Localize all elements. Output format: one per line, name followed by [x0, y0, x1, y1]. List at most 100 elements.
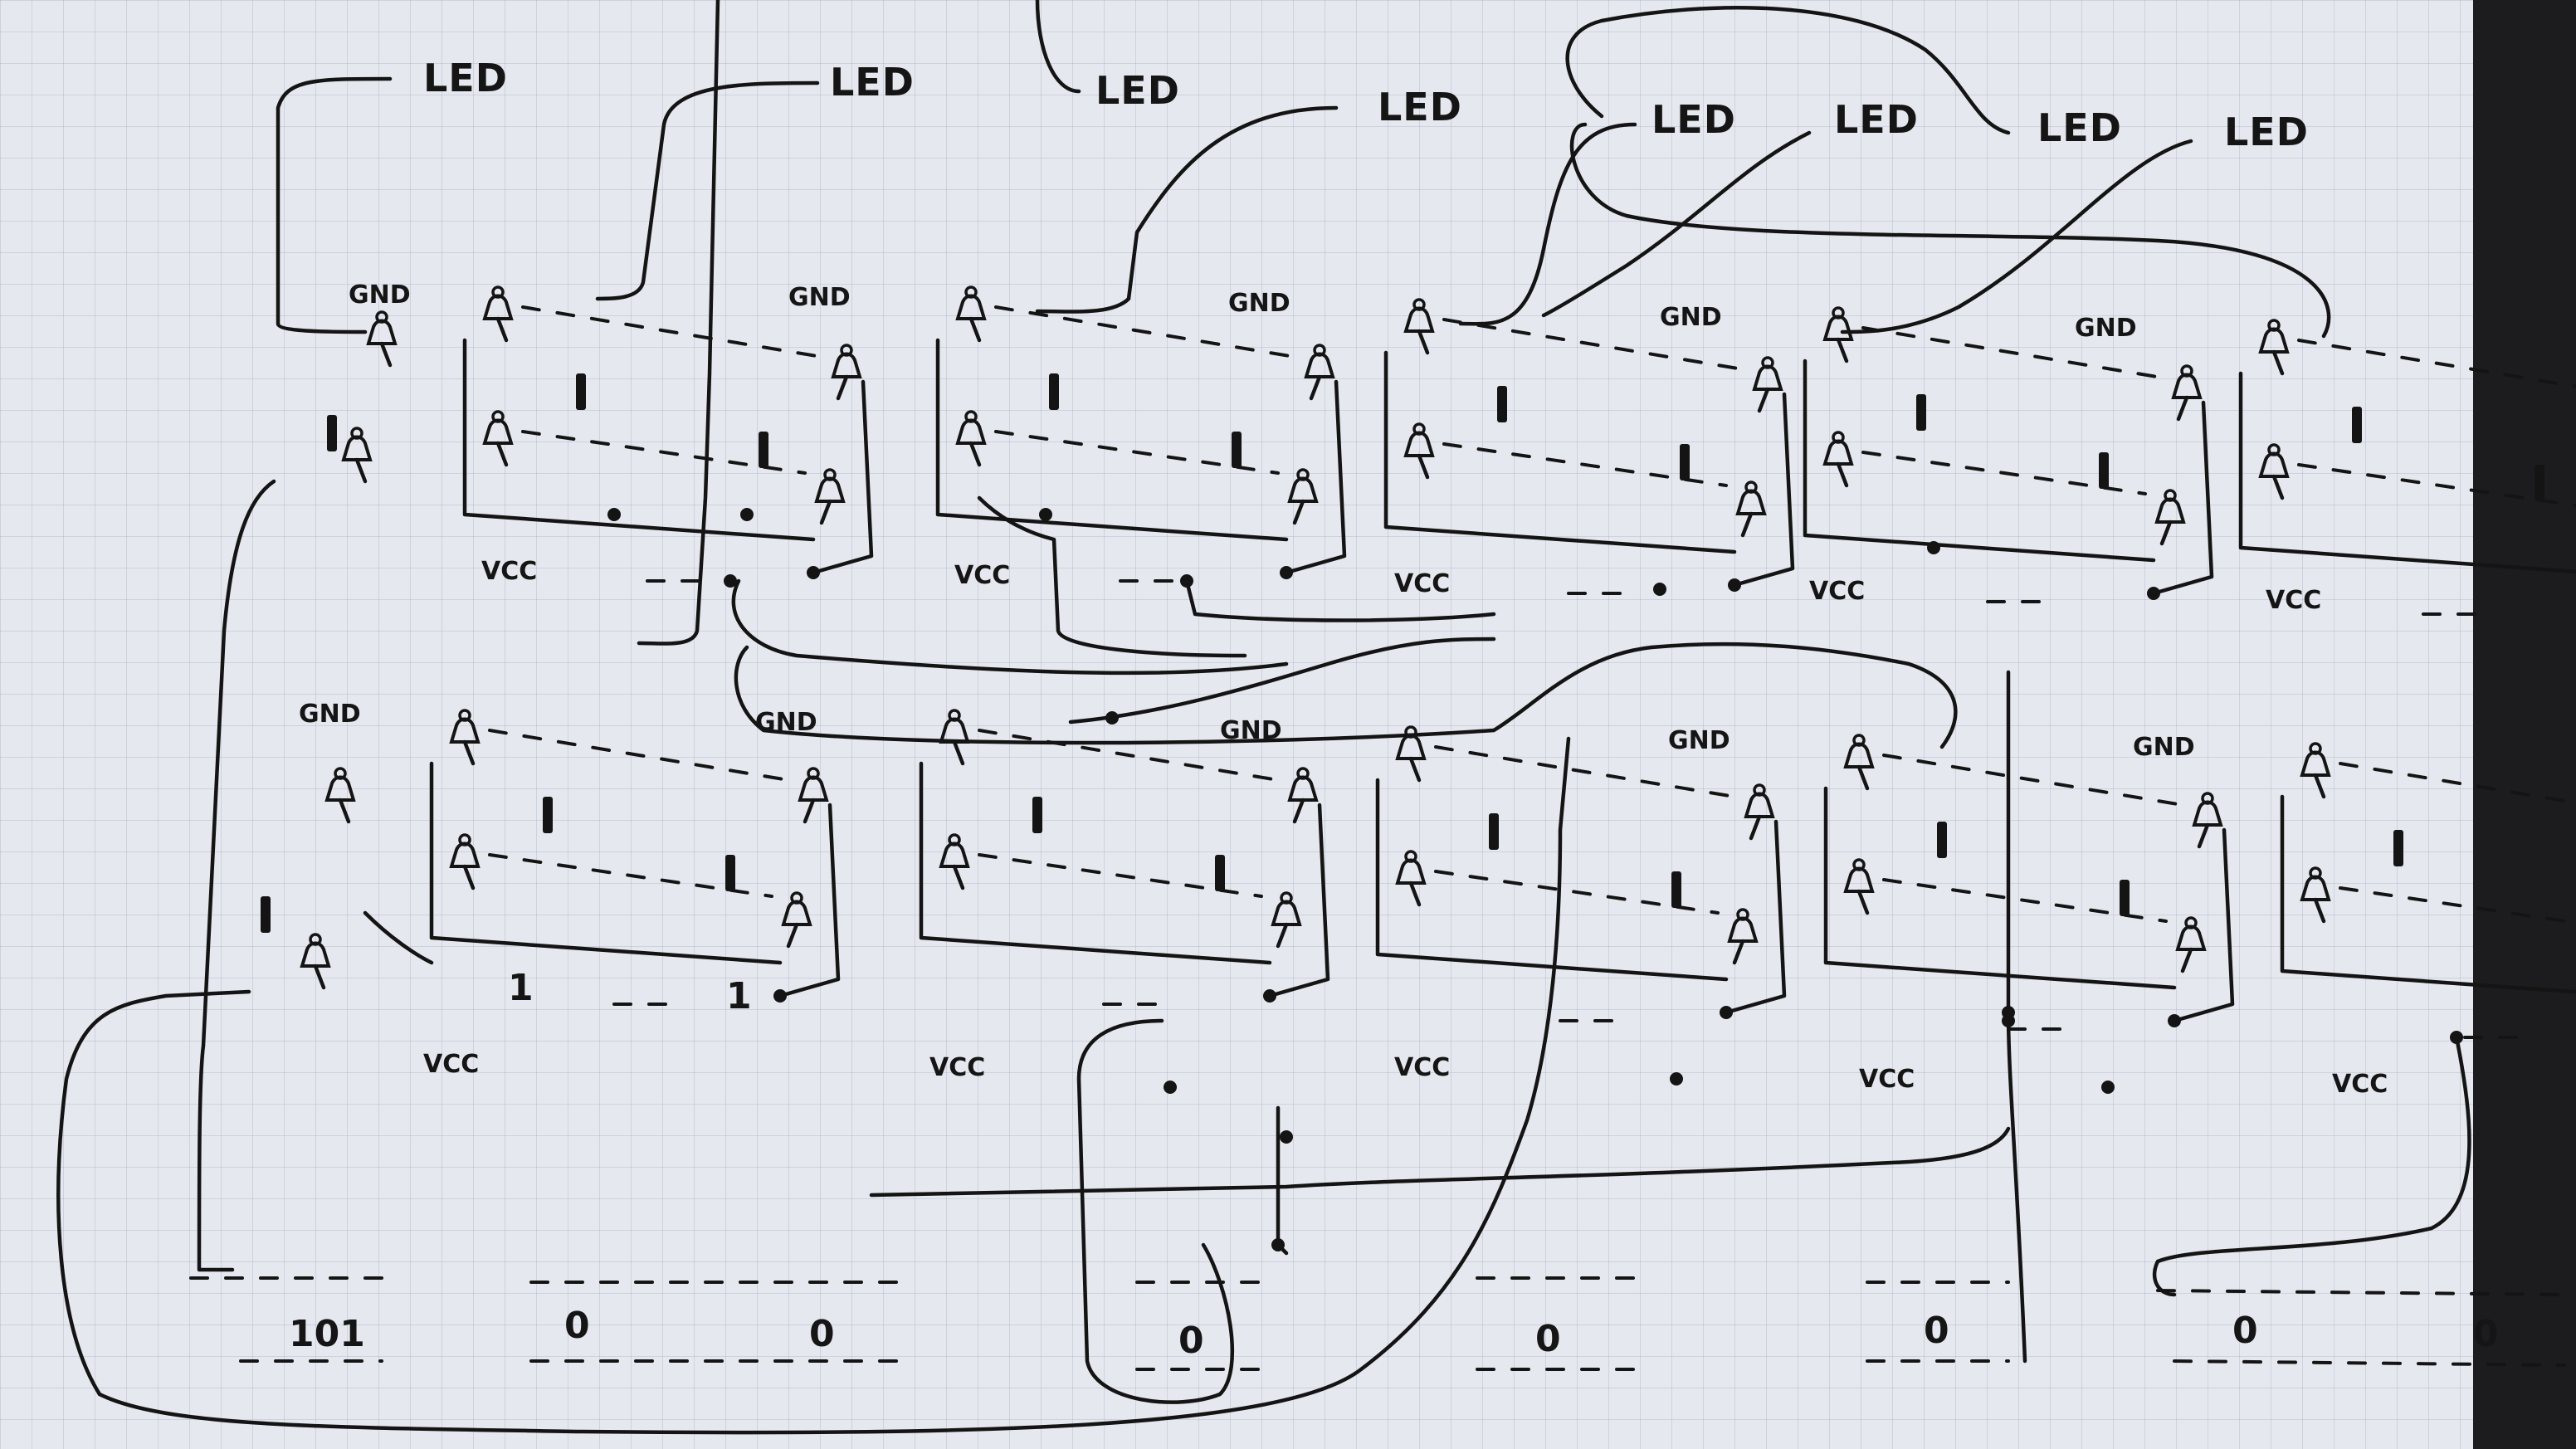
junction-dot	[1271, 1238, 1285, 1251]
led-label: LED	[1834, 97, 1919, 142]
bottom-digit: 0	[1535, 1318, 1561, 1360]
transistor-leg	[1408, 756, 1422, 783]
resistor-symbol	[1937, 822, 1947, 858]
bottom-digit: 101	[289, 1313, 365, 1355]
bottom-digit: 0	[809, 1313, 835, 1355]
transistor-symbol	[1395, 725, 1427, 783]
junction-dot	[2101, 1081, 2115, 1094]
transistor-leg	[1836, 461, 1849, 488]
transistor-leg	[786, 922, 799, 949]
transistor-symbol	[2300, 866, 2331, 924]
wire	[2006, 670, 2027, 1364]
bottom-rail	[2156, 1289, 2566, 1296]
transistor-symbol	[939, 833, 970, 890]
resistor-symbol	[1032, 797, 1042, 833]
transistor-body	[798, 775, 829, 802]
dashed-link	[1882, 754, 2184, 807]
bottom-digit: 0	[1924, 1310, 1949, 1352]
transistor-symbol	[2154, 489, 2186, 546]
dashed-link	[2339, 886, 2576, 925]
transistor-symbol	[1843, 858, 1875, 915]
transistor-body	[1403, 306, 1435, 333]
transistor-symbol	[1395, 850, 1427, 907]
wire	[1458, 122, 1637, 326]
gnd-label: GND	[1668, 726, 1730, 755]
gnd-label: GND	[349, 281, 411, 310]
gnd-label: GND	[755, 708, 817, 737]
wire	[462, 338, 816, 542]
vcc-label: VCC	[1859, 1065, 1915, 1094]
resistor-symbol	[2393, 830, 2403, 866]
transistor-leg	[1856, 764, 1870, 791]
transistor-symbol	[1727, 908, 1759, 965]
wire	[2172, 827, 2235, 1023]
transistor-leg	[495, 316, 509, 343]
transistor-body	[939, 842, 970, 868]
transistor-leg	[2176, 395, 2189, 422]
junction-dot	[807, 566, 820, 579]
wire	[1076, 1018, 1235, 1404]
junction-dot	[1720, 1006, 1733, 1019]
wire	[935, 338, 1289, 542]
transistor-leg	[952, 864, 965, 890]
wire	[276, 76, 393, 334]
resistor-symbol	[1497, 386, 1507, 422]
junction-dot	[1105, 711, 1119, 724]
transistor-symbol	[1735, 481, 1767, 538]
wire	[429, 761, 783, 965]
gnd-label: GND	[788, 283, 851, 312]
transistor-body	[482, 418, 514, 445]
wire	[1569, 122, 2331, 339]
junction-dot	[1180, 574, 1193, 588]
resistor-symbol	[261, 896, 271, 933]
component-layer	[189, 285, 2576, 1371]
transistor-body	[1727, 916, 1759, 943]
transistor-body	[1395, 858, 1427, 885]
table-background	[2473, 0, 2576, 1449]
transistor-leg	[819, 499, 832, 525]
resistor-symbol	[759, 432, 768, 468]
transistor-symbol	[1287, 468, 1319, 525]
transistor-symbol	[341, 427, 373, 484]
transistor-symbol	[300, 933, 331, 990]
dashed-link	[1442, 442, 1728, 487]
transistor-body	[781, 900, 812, 926]
transistor-body	[1822, 315, 1854, 341]
junction-dot	[2147, 587, 2160, 600]
wire	[919, 761, 1272, 965]
transistor-leg	[2159, 520, 2173, 546]
transistor-symbol	[955, 285, 987, 343]
transistor-body	[939, 717, 970, 744]
junction-dot	[1927, 541, 1940, 554]
wire	[2280, 794, 2576, 994]
vcc-label: VCC	[1809, 577, 1865, 606]
gnd-label: GND	[299, 700, 361, 729]
resistor-symbol	[2099, 452, 2109, 489]
transistor-body	[1843, 866, 1875, 893]
transistor-symbol	[831, 344, 862, 401]
junction-dot	[1670, 1072, 1683, 1086]
transistor-leg	[2271, 474, 2285, 500]
row-mark: 1	[726, 975, 752, 1017]
led-label: LED	[1378, 85, 1462, 129]
transistor-leg	[354, 457, 368, 484]
wire	[363, 910, 434, 965]
transistor-symbol	[2300, 742, 2331, 799]
wire	[1184, 578, 1496, 622]
wire	[56, 989, 251, 1397]
transistor-body	[1735, 489, 1767, 515]
vcc-label: VCC	[481, 557, 537, 586]
dashed-link	[1882, 878, 2168, 923]
resistor-symbol	[2535, 465, 2544, 501]
transistor-symbol	[1744, 783, 1775, 841]
wire	[1035, 0, 1081, 94]
transistor-leg	[2313, 897, 2326, 924]
transistor-leg	[462, 864, 476, 890]
dashed-link	[1434, 870, 1720, 915]
resistor-symbol	[1489, 813, 1499, 850]
junction-dot	[2450, 1031, 2463, 1044]
wire	[1823, 786, 2177, 990]
junction-dot	[607, 508, 621, 521]
transistor-leg	[1732, 939, 1745, 965]
